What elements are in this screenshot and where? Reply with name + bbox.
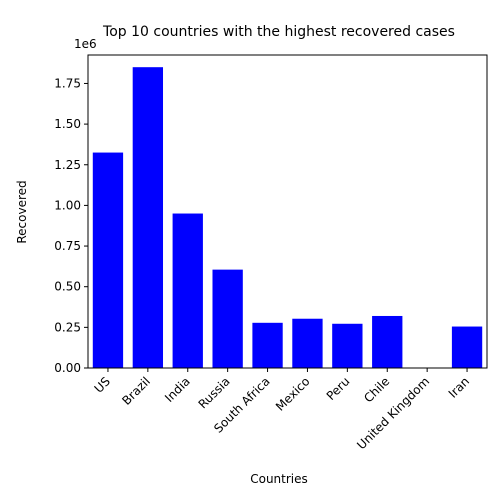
bar-iran <box>452 327 482 368</box>
x-tick-label: Iran <box>446 374 472 400</box>
x-tick-label: Mexico <box>273 374 313 414</box>
bar-peru <box>332 324 362 368</box>
bar-mexico <box>292 319 322 368</box>
y-axis-ticks: 0.00 0.25 0.50 0.75 1.00 1.25 1.50 1.75 <box>54 76 88 375</box>
bar-south-africa <box>252 323 282 368</box>
y-axis-offset-label: 1e6 <box>74 37 97 51</box>
x-tick-label: Peru <box>324 374 353 403</box>
y-tick-label: 0.25 <box>54 320 81 334</box>
x-tick-label: Brazil <box>119 374 153 408</box>
y-tick-label: 1.75 <box>54 76 81 90</box>
bars <box>93 67 482 368</box>
y-tick-label: 0.00 <box>54 361 81 375</box>
bar-india <box>173 214 203 368</box>
x-tick-label: Chile <box>361 374 392 405</box>
chart-title: Top 10 countries with the highest recove… <box>102 24 455 40</box>
y-tick-label: 1.25 <box>54 158 81 172</box>
x-tick-label: US <box>92 374 114 396</box>
y-tick-label: 1.50 <box>54 117 81 131</box>
bar-russia <box>212 270 242 368</box>
bar-chile <box>372 316 402 368</box>
bar-brazil <box>133 67 163 368</box>
y-tick-label: 1.00 <box>54 198 81 212</box>
bar-us <box>93 153 123 368</box>
y-tick-label: 0.50 <box>54 280 81 294</box>
x-tick-label: Russia <box>196 374 233 411</box>
x-axis-label: Countries <box>250 472 308 486</box>
y-axis-label: Recovered <box>15 180 29 243</box>
x-tick-label: India <box>162 374 193 405</box>
x-tick-label: United Kingdom <box>354 374 432 452</box>
y-tick-label: 0.75 <box>54 239 81 253</box>
